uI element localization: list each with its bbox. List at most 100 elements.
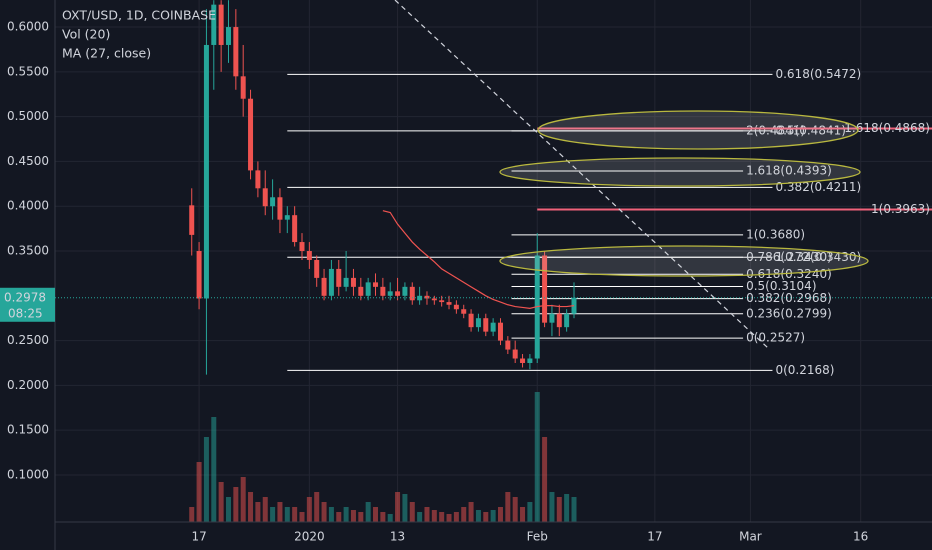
volume-pane xyxy=(189,392,577,522)
candle-body xyxy=(497,322,503,341)
fib-label: 0(0.2168) xyxy=(775,363,834,377)
volume-bar xyxy=(233,487,239,522)
x-tick-label: 2020 xyxy=(294,530,325,544)
volume-bar xyxy=(417,512,423,522)
volume-bar xyxy=(446,514,452,522)
candle-body xyxy=(461,309,467,314)
volume-bar xyxy=(270,507,276,522)
volume-bar xyxy=(439,512,445,522)
volume-bar xyxy=(284,507,290,522)
volume-bar xyxy=(564,494,570,522)
volume-bar xyxy=(262,497,268,522)
volume-bar xyxy=(350,510,356,522)
candle-body xyxy=(556,313,562,328)
volume-bar xyxy=(475,510,481,522)
fib-label: 0.786(0.3430) xyxy=(746,250,832,264)
candle-body xyxy=(196,251,202,299)
volume-bar xyxy=(225,497,231,522)
last-price-label: 0.2978 xyxy=(4,290,46,304)
volume-bar xyxy=(571,497,577,522)
volume-bar xyxy=(461,507,467,522)
volume-bar xyxy=(534,392,540,522)
candle-body xyxy=(542,255,548,323)
volume-bar xyxy=(424,507,430,522)
volume-bar xyxy=(292,507,298,522)
volume-bar xyxy=(512,497,518,522)
volume-bar xyxy=(395,492,401,522)
candle-body xyxy=(292,215,298,243)
y-tick-label: 0.3500 xyxy=(7,244,49,258)
volume-bar xyxy=(343,507,349,522)
candle-body xyxy=(225,27,231,45)
volume-bar xyxy=(365,502,371,522)
volume-bar xyxy=(520,507,526,522)
candle-body xyxy=(365,282,371,296)
volume-bar xyxy=(248,492,254,522)
candle-body xyxy=(306,251,312,260)
volume-bar xyxy=(468,502,474,522)
volume-bar xyxy=(549,492,555,522)
candle-body xyxy=(203,44,209,299)
chart-title: OXT/USD, 1D, COINBASE xyxy=(62,8,216,23)
ellipse xyxy=(537,110,859,150)
candle-body xyxy=(483,318,489,332)
candle-body xyxy=(446,302,452,305)
candle-body xyxy=(505,340,511,350)
candle-body xyxy=(211,4,217,45)
candle-body xyxy=(336,268,342,287)
fib-label: 1.618(0.4868) xyxy=(844,121,930,135)
candle-body xyxy=(395,291,401,296)
candle-body xyxy=(328,268,334,296)
candle-body xyxy=(218,4,224,45)
candle-body xyxy=(490,322,496,332)
volume-bar xyxy=(240,477,246,522)
x-tick-label: 13 xyxy=(390,530,405,544)
fib-label: 1.618(0.4393) xyxy=(746,164,832,178)
y-tick-label: 0.1500 xyxy=(7,423,49,437)
ellipse xyxy=(499,157,861,187)
fib-label: 1(0.3963) xyxy=(871,202,930,216)
y-tick-label: 0.1000 xyxy=(7,467,49,481)
fib-label: 1(0.3680) xyxy=(746,227,805,241)
volume-bar xyxy=(306,497,312,522)
y-tick-label: 0.4500 xyxy=(7,154,49,168)
volume-bar xyxy=(387,514,393,522)
candle-body xyxy=(284,215,290,220)
volume-bar xyxy=(203,437,209,522)
last-price-box xyxy=(0,287,55,322)
candle-body xyxy=(299,242,305,252)
y-tick-label: 0.4000 xyxy=(7,199,49,213)
candle-body xyxy=(233,27,239,77)
candle-body xyxy=(549,313,555,323)
volume-bar xyxy=(556,497,562,522)
volume-bar xyxy=(358,512,364,522)
volume-bar xyxy=(453,512,459,522)
x-tick-label: 17 xyxy=(647,530,662,544)
y-tick-label: 0.6000 xyxy=(7,20,49,34)
candle-body xyxy=(424,295,430,299)
x-tick-label: Feb xyxy=(527,530,548,544)
volume-bar xyxy=(527,502,533,522)
candle-body xyxy=(373,282,379,287)
volume-bar xyxy=(505,492,511,522)
indicator-label: MA (27, close) xyxy=(62,46,151,61)
indicator-label: Vol (20) xyxy=(62,27,110,42)
volume-bar xyxy=(542,437,548,522)
trend-line xyxy=(394,0,769,349)
volume-bar xyxy=(431,510,437,522)
y-tick-label: 0.2500 xyxy=(7,333,49,347)
candle-body xyxy=(270,197,276,207)
candle-body xyxy=(358,286,364,296)
x-tick-label: 16 xyxy=(853,530,868,544)
volume-bar xyxy=(497,507,503,522)
ma-line xyxy=(382,210,575,309)
volume-bar xyxy=(211,417,217,522)
axes: 0.6000 0.5500 0.5000 0.4500 0.4000 0.3500 0.25… xyxy=(7,0,932,550)
candle-body xyxy=(321,277,327,296)
volume-bar xyxy=(409,502,415,522)
volume-bar xyxy=(328,507,334,522)
candle-body xyxy=(387,291,393,296)
volume-bar xyxy=(321,502,327,522)
volume-bar xyxy=(490,510,496,522)
